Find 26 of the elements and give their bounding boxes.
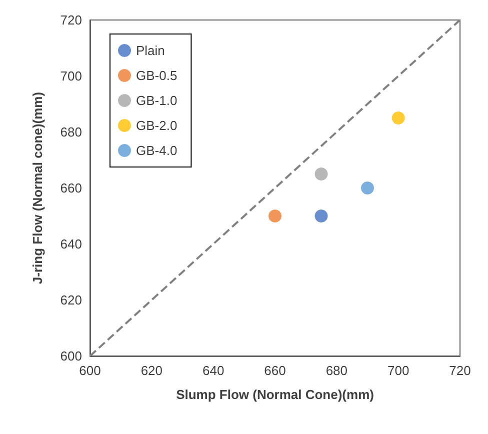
- y-axis-title: J-ring Flow (Normal cone)(mm): [30, 92, 45, 284]
- y-tick-label: 680: [60, 124, 82, 140]
- legend-label: GB-2.0: [136, 118, 178, 133]
- x-tick-label: 660: [264, 363, 286, 378]
- x-tick-label: 600: [79, 363, 101, 378]
- y-tick-label: 700: [60, 68, 82, 84]
- legend-label: GB-0.5: [136, 68, 178, 83]
- x-tick-label: 700: [387, 363, 410, 378]
- legend-label: GB-4.0: [136, 143, 178, 158]
- point: [314, 210, 328, 222]
- x-tick-label: 620: [140, 363, 163, 378]
- legend-label: Plain: [136, 43, 165, 58]
- y-tick-label: 620: [60, 292, 82, 308]
- y-tick-label: 660: [60, 180, 82, 196]
- y-tick-label: 640: [60, 236, 82, 252]
- x-tick-label: 680: [326, 363, 348, 378]
- x-tick-label: 640: [202, 363, 224, 378]
- y-tick-label: 600: [60, 348, 82, 364]
- point: [392, 112, 405, 124]
- x-axis-title: Slump Flow (Normal Cone)(mm): [176, 387, 374, 402]
- point: [361, 182, 374, 194]
- legend-label: GB-1.0: [136, 93, 178, 108]
- y-tick-label: 720: [60, 12, 82, 28]
- x-tick-label: 720: [449, 363, 471, 378]
- point: [314, 168, 328, 180]
- point: [268, 210, 282, 222]
